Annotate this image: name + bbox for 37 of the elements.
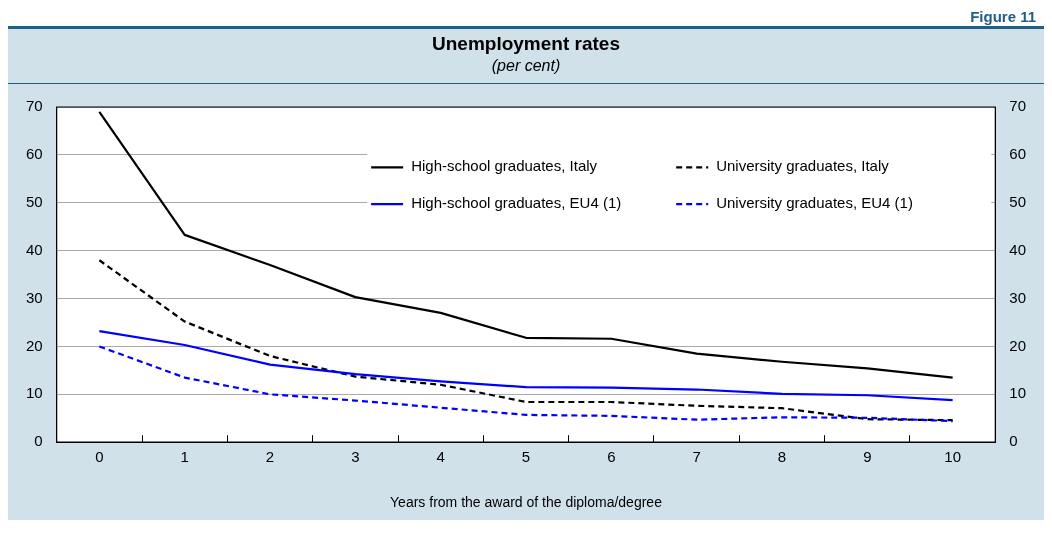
y2-tick-label: 40 <box>1009 240 1026 258</box>
x-tick-label: 8 <box>777 448 787 466</box>
x-tick-label: 4 <box>436 448 445 466</box>
chart-title: Unemployment rates <box>431 33 621 55</box>
x-tick-label: 7 <box>692 448 701 466</box>
y2-tick-label: 0 <box>1009 432 1018 450</box>
x-axis-title: Years from the award of the diploma/degree <box>390 494 663 511</box>
chart-subtitle: (per cent) <box>490 57 562 75</box>
y2-tick-label: 50 <box>1009 192 1026 210</box>
line-series <box>98 345 954 423</box>
y-tick-label: 30 <box>26 288 43 306</box>
x-tick-label: 5 <box>521 448 531 466</box>
y-tick-label: 40 <box>26 240 43 258</box>
y-tick-label: 10 <box>26 384 43 402</box>
y-tick-label: 20 <box>26 336 43 354</box>
line-series <box>98 259 954 422</box>
y-tick-label: 60 <box>26 145 43 163</box>
y2-tick-label: 60 <box>1009 145 1026 163</box>
y2-tick-label: 30 <box>1009 288 1026 306</box>
caption: Figure 11 <box>970 8 1036 25</box>
x-tick-label: 1 <box>180 448 189 466</box>
x-tick-label: 6 <box>607 448 616 466</box>
y-tick-label: 70 <box>26 97 43 115</box>
x-tick-label: 0 <box>95 448 104 466</box>
legend-label: University graduates, EU4 (1) <box>716 194 913 212</box>
legend-label: University graduates, Italy <box>716 157 890 175</box>
y2-tick-label: 10 <box>1009 384 1026 402</box>
y2-tick-label: 20 <box>1009 336 1026 354</box>
x-tick-label: 3 <box>351 448 360 466</box>
legend-label: High-school graduates, Italy <box>411 157 598 175</box>
x-tick-label: 9 <box>863 448 872 466</box>
y2-tick-label: 70 <box>1009 97 1026 115</box>
legend-label: High-school graduates, EU4 (1) <box>411 194 622 212</box>
x-tick-label: 2 <box>265 448 275 466</box>
x-tick-label: 10 <box>944 448 961 466</box>
y-tick-label: 50 <box>26 192 43 210</box>
y-tick-label: 0 <box>34 432 43 450</box>
